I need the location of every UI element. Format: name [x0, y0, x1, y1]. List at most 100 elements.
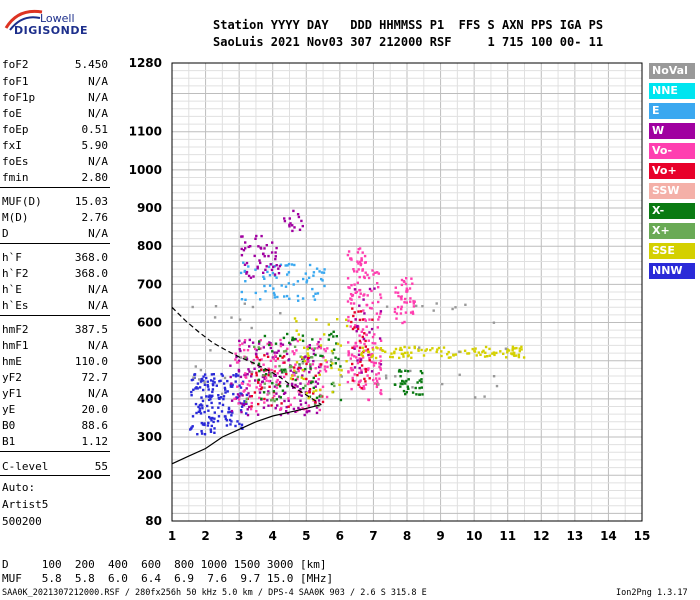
echo-point-sse — [371, 354, 374, 357]
echo-point-vo — [409, 300, 412, 303]
echo-point-vo — [296, 339, 300, 343]
echo-point-e — [296, 280, 300, 283]
echo-point-w — [288, 223, 291, 227]
echo-point-w — [269, 346, 272, 350]
echo-point-vo — [371, 269, 374, 272]
echo-point-nnw — [220, 372, 223, 376]
echo-point-vo — [351, 362, 354, 366]
echo-point-x — [244, 400, 248, 403]
echo-point-vo — [279, 344, 283, 348]
echo-point-noval — [263, 386, 266, 389]
param-value: 5.90 — [81, 139, 109, 152]
echo-point-vo — [412, 305, 416, 308]
echo-point-nnw — [210, 419, 213, 422]
param-value: 0.51 — [81, 123, 109, 136]
echo-point-sse — [518, 347, 521, 350]
echo-point-x — [282, 350, 286, 353]
echo-point-nnw — [209, 417, 212, 420]
echo-point-x — [286, 385, 289, 388]
echo-point-vo — [255, 371, 258, 374]
echo-point-w — [360, 371, 363, 374]
echo-point-e — [301, 297, 305, 300]
echo-point-vo — [358, 247, 362, 250]
echo-point-vo — [238, 344, 241, 347]
echo-point-vo — [400, 283, 404, 287]
echo-point-vo — [356, 374, 359, 377]
echo-point-e — [305, 279, 309, 282]
echo-point-w — [358, 304, 361, 307]
echo-point-noval — [385, 377, 388, 380]
echo-point-w — [293, 226, 296, 229]
echo-point-w — [317, 345, 321, 348]
solid-profile-trace — [171, 404, 322, 465]
echo-point-nnw — [220, 396, 223, 399]
echo-point-e — [262, 275, 265, 278]
echo-point-e — [288, 297, 291, 300]
echo-point-vo — [362, 309, 365, 312]
echo-point-vo — [364, 370, 368, 373]
echo-point-vo — [255, 386, 258, 389]
echo-point-sse — [431, 347, 434, 350]
echo-point-w — [299, 367, 302, 370]
echo-point-noval — [474, 396, 477, 399]
echo-point-w — [317, 399, 321, 402]
echo-point-w — [290, 384, 294, 387]
echo-point-vo — [378, 377, 381, 380]
echo-point-vo — [265, 369, 268, 372]
plot-frame — [171, 62, 643, 522]
echo-point-vo — [314, 374, 317, 377]
echo-point-vo — [363, 254, 367, 258]
echo-point-x — [420, 380, 423, 384]
parameter-panel: foF2 5.450 foF1 N/A foF1p N/A foE N/A foEp 0.51 fx… — [0, 0, 112, 540]
echo-point-e — [287, 262, 291, 266]
echo-point-w — [249, 245, 252, 248]
echo-point-vo — [293, 374, 296, 377]
echo-point-vo — [396, 291, 400, 294]
echo-point-w — [258, 391, 262, 394]
echo-point-vo — [361, 335, 364, 339]
echo-point-w — [283, 399, 286, 403]
echo-point-vo — [248, 384, 251, 387]
echo-point-w — [379, 310, 383, 313]
echo-point-sse — [495, 351, 498, 355]
echo-point-nnw — [212, 383, 215, 387]
echo-point-vo — [379, 368, 382, 371]
param-row: yF2 72.7 — [2, 371, 108, 386]
param-name: C-level — [2, 460, 49, 473]
echo-point-w — [292, 386, 295, 389]
echo-point-w — [299, 399, 302, 402]
x-tick-label: 6 — [336, 529, 344, 543]
echo-point-nnw — [203, 433, 207, 436]
echo-point-nnw — [203, 423, 206, 427]
echo-point-vo — [350, 387, 353, 391]
x-tick-label: 2 — [201, 529, 209, 543]
echo-point-w — [257, 342, 261, 345]
echo-point-vo — [293, 385, 296, 389]
echo-point-x — [302, 358, 305, 361]
param-value: 20.0 — [81, 403, 109, 416]
echo-point-w — [299, 403, 303, 406]
echo-point-nnw — [202, 388, 205, 392]
echo-point-nnw — [207, 398, 211, 402]
param-name: h`F2 — [2, 267, 29, 280]
echo-point-w — [301, 357, 304, 360]
echo-point-noval — [192, 376, 195, 379]
echo-point-w — [247, 274, 251, 278]
echo-point-w — [289, 222, 292, 225]
echo-point-x — [318, 395, 321, 398]
echo-point-e — [312, 274, 315, 277]
echo-point-sse — [515, 346, 518, 350]
echo-point-noval — [385, 305, 389, 308]
echo-point-e — [322, 271, 326, 274]
echo-point-w — [272, 265, 275, 269]
echo-point-w — [247, 392, 250, 395]
echo-point-vo — [347, 354, 350, 357]
legend-item-x: X+ — [649, 223, 695, 239]
echo-point-nnw — [193, 373, 196, 376]
echo-point-sse — [400, 348, 403, 352]
echo-point-nnw — [239, 386, 243, 389]
echo-point-vo — [347, 341, 350, 344]
echo-point-w — [253, 254, 256, 258]
echo-point-x — [257, 346, 260, 349]
echo-point-nnw — [198, 404, 202, 407]
